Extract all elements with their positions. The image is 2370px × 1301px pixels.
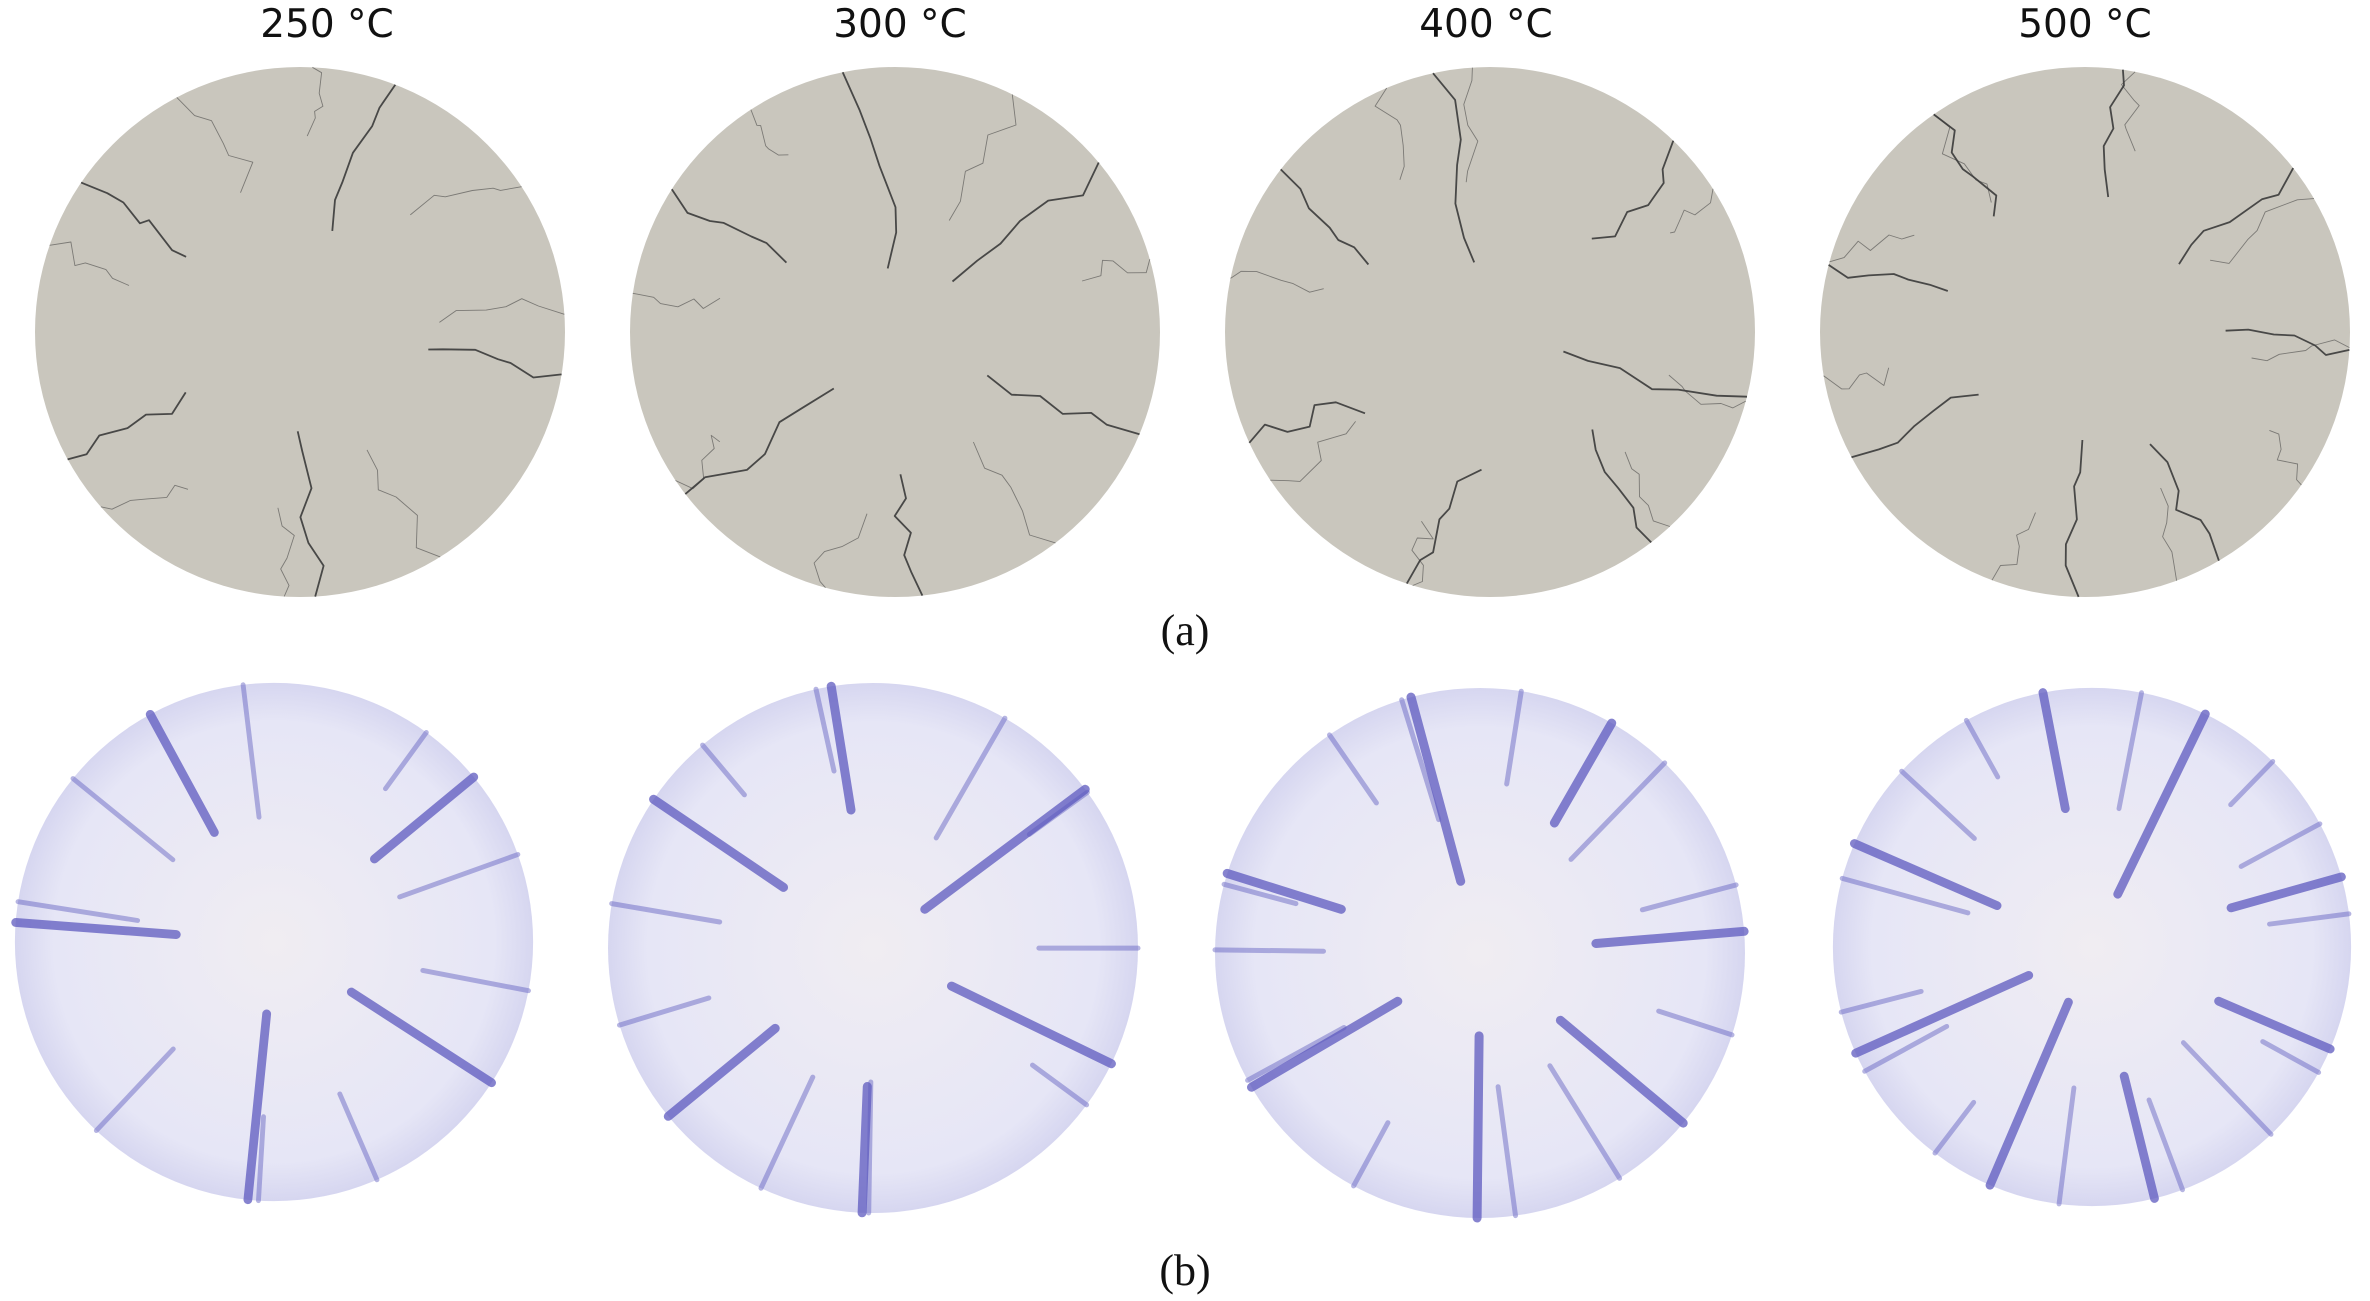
temperature-label-300: 300 °C [833,2,967,47]
simulated-disc-250 [35,66,565,597]
temperature-label-500: 500 °C [2018,2,2152,47]
temperature-label-250: 250 °C [260,2,394,47]
temperature-label-400: 400 °C [1419,2,1553,47]
experimental-disc-250 [11,682,534,1205]
panel-caption-a: (a) [1160,606,1210,655]
experimental-disc-300 [608,681,1141,1218]
simulated-disc-500 [1820,67,2350,598]
simulated-disc-300 [630,67,1160,597]
simulated-disc-400 [1225,67,1755,597]
panel-caption-b: (b) [1159,1246,1211,1295]
experimental-disc-500 [1832,687,2352,1207]
experimental-disc-400 [1212,688,1749,1223]
